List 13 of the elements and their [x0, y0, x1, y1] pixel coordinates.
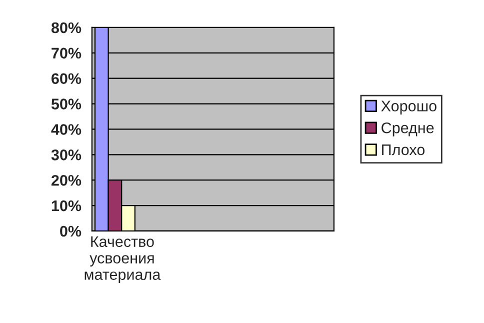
- y-tick-label: 0%: [60, 226, 82, 237]
- y-tick-label: 50%: [51, 98, 82, 110]
- y-tick-label: 10%: [52, 200, 82, 212]
- legend-label: Средне: [382, 122, 434, 136]
- y-tick-label: 80%: [51, 22, 82, 34]
- y-tick-label: 60%: [52, 73, 82, 84]
- y-tick-label: 20%: [51, 174, 82, 186]
- legend-label: Плохо: [382, 144, 425, 156]
- y-tick-label: 70%: [52, 48, 82, 59]
- y-tick-label: 30%: [51, 150, 82, 160]
- legend-label: Хорошо: [381, 100, 436, 114]
- x-tick-label: Качество усвоения материала: [84, 236, 161, 283]
- y-tick-label: 40%: [51, 124, 82, 135]
